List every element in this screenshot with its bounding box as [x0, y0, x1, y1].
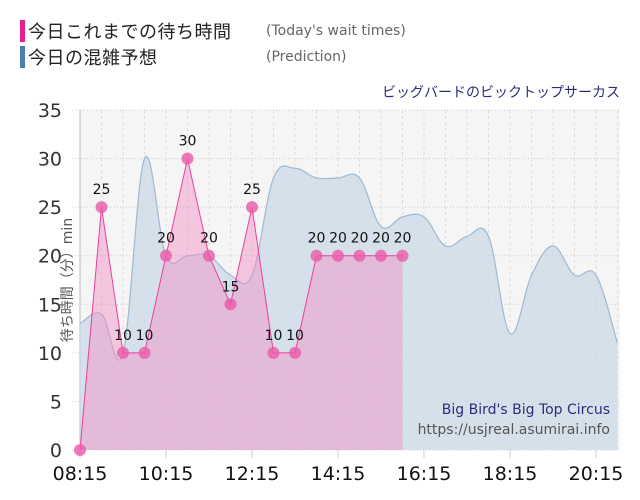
chart-legend: 今日これまでの待ち時間 (Today's wait times) 今日の混雑予想…	[20, 18, 406, 70]
x-tick-label: 18:15	[483, 463, 538, 485]
x-tick-label: 16:15	[397, 463, 452, 485]
data-label: 20	[372, 231, 390, 247]
data-label: 20	[394, 231, 412, 247]
x-tick-label: 12:15	[225, 463, 280, 485]
data-label: 10	[265, 328, 283, 344]
today-data-point	[353, 249, 366, 262]
legend-label-today: 今日これまでの待ち時間	[28, 22, 232, 43]
today-data-point	[117, 346, 129, 359]
legend-label-prediction: 今日の混雑予想	[28, 48, 158, 69]
y-tick-label: 35	[38, 100, 62, 122]
legend-item-today[interactable]: 今日これまでの待ち時間 (Today's wait times)	[20, 18, 406, 44]
data-label: 25	[243, 182, 261, 198]
y-tick-label: 10	[38, 343, 62, 365]
prediction-line	[79, 155, 619, 361]
today-data-point	[203, 249, 215, 262]
y-tick-label: 30	[38, 149, 62, 171]
today-data-point	[181, 152, 194, 165]
data-label: 10	[286, 328, 304, 344]
x-tick-label: 10:15	[139, 463, 194, 485]
legend-swatch-today	[20, 20, 25, 42]
today-data-point	[224, 298, 237, 311]
data-label: 20	[308, 231, 326, 247]
data-label: 10	[136, 328, 154, 344]
y-tick-label: 15	[38, 294, 62, 316]
y-tick-label: 20	[38, 246, 62, 268]
data-label: 20	[351, 231, 369, 247]
data-label: 25	[93, 182, 111, 198]
today-data-point	[160, 249, 172, 262]
today-data-point	[332, 249, 344, 262]
data-label: 20	[200, 231, 218, 247]
legend-swatch-prediction	[20, 46, 25, 68]
y-tick-label: 0	[50, 440, 62, 462]
data-label: 15	[222, 279, 240, 295]
credit-url[interactable]: https://usjreal.asumirai.info	[417, 422, 610, 438]
today-data-point	[138, 346, 151, 359]
x-tick-label: 20:15	[569, 463, 624, 485]
data-label: 20	[157, 231, 175, 247]
y-tick-label: 5	[50, 391, 62, 413]
y-tick-label: 25	[38, 197, 62, 219]
data-label: 10	[114, 328, 132, 344]
legend-sub-today: (Today's wait times)	[266, 23, 406, 39]
today-data-point	[396, 249, 409, 262]
today-data-point	[289, 346, 301, 359]
today-data-point	[246, 201, 258, 214]
data-label: 20	[329, 231, 347, 247]
today-data-point	[375, 249, 387, 262]
today-data-point	[310, 249, 323, 262]
today-area	[80, 158, 403, 451]
today-line	[79, 158, 403, 451]
today-data-point	[74, 444, 86, 456]
attraction-title: ビッグバードのビックトップサーカス	[382, 85, 620, 101]
credit-attraction-name: Big Bird's Big Top Circus	[441, 402, 610, 418]
today-data-point	[95, 201, 108, 214]
today-data-point	[267, 346, 280, 359]
legend-item-prediction[interactable]: 今日の混雑予想 (Prediction)	[20, 44, 406, 70]
legend-sub-prediction: (Prediction)	[266, 49, 347, 65]
x-tick-label: 14:15	[311, 463, 366, 485]
x-tick-label: 08:15	[53, 463, 108, 485]
prediction-area	[80, 156, 618, 450]
data-label: 30	[179, 134, 197, 150]
